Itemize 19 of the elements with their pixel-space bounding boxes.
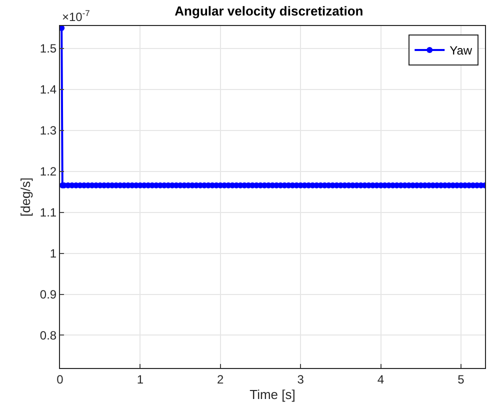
y-axis-title: [deg/s] [18, 177, 33, 217]
legend-label: Yaw [450, 44, 472, 58]
y-tick-label: 1.5 [40, 42, 57, 56]
y-tick-label: 1.2 [40, 164, 57, 179]
y-tick-label: 0.8 [40, 328, 57, 342]
y-tick-label: 1.1 [40, 206, 57, 220]
y-tick-label: 0.9 [40, 287, 57, 302]
x-tick-label: 4 [377, 372, 384, 386]
x-axis-title: Time [s] [250, 387, 296, 402]
x-tick-label: 1 [136, 372, 144, 386]
x-tick-label: 3 [297, 372, 304, 386]
y-tick-label: 1 [50, 246, 57, 261]
text: ×10$^{-7}$ [62, 8, 90, 24]
x-tick-label: 5 [458, 372, 465, 386]
y-tick-label: 1.4 [40, 82, 57, 97]
x-tick-label: 2 [217, 372, 224, 386]
x-tick-label: 0 [56, 372, 64, 386]
chart-title: Angular velocity discretization [174, 3, 364, 18]
y-tick-label: 1.3 [40, 124, 57, 138]
